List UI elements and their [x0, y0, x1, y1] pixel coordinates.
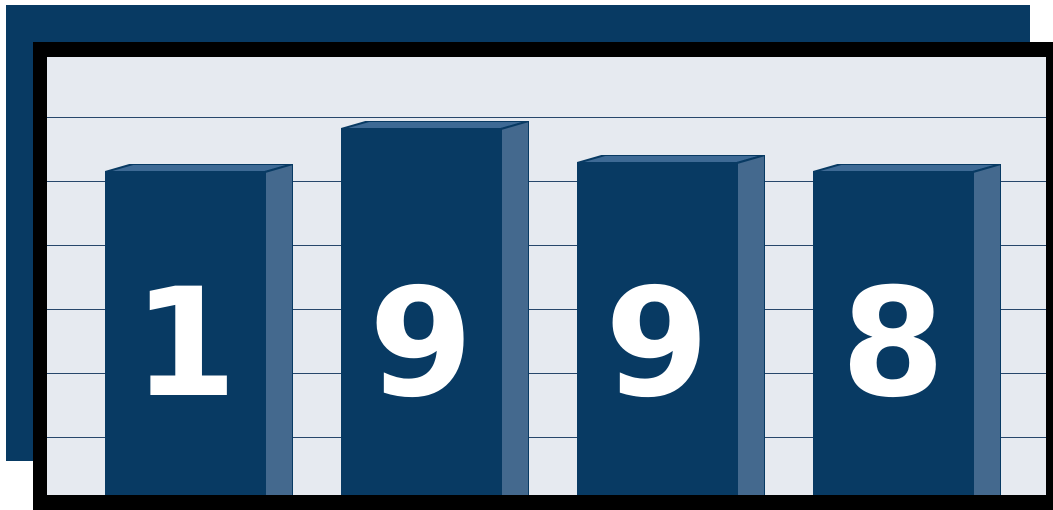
bar-front-face [341, 128, 502, 495]
gridline [47, 309, 1046, 310]
bar-top-face [341, 121, 529, 130]
year-digit: 1 [132, 257, 238, 431]
gridline [47, 437, 1046, 438]
year-digit: 9 [368, 257, 474, 431]
bar-side-face [264, 164, 293, 495]
gridline [47, 373, 1046, 374]
gridline [47, 181, 1046, 182]
bar-top-face [105, 164, 293, 173]
bar-3d-shape [105, 164, 293, 495]
bar-side-face [736, 155, 765, 495]
bar-digit-1: 1 [105, 164, 293, 495]
bar-side-face [500, 121, 529, 495]
bar-top-face [577, 155, 765, 164]
year-digit: 9 [604, 257, 710, 431]
gridline [47, 245, 1046, 246]
bar-3d-shape [577, 155, 765, 495]
bar-digit-2: 9 [341, 121, 529, 495]
bar-digit-4: 8 [813, 164, 1001, 495]
gridline [47, 117, 1046, 118]
bar-front-face [105, 171, 266, 495]
bar-side-face [972, 164, 1001, 495]
bar-front-face [577, 162, 738, 495]
bar-digit-3: 9 [577, 155, 765, 495]
bar-3d-shape [813, 164, 1001, 495]
bar-top-face [813, 164, 1001, 173]
bar-3d-shape [341, 121, 529, 495]
year-digit: 8 [840, 257, 946, 431]
bar-front-face [813, 171, 974, 495]
